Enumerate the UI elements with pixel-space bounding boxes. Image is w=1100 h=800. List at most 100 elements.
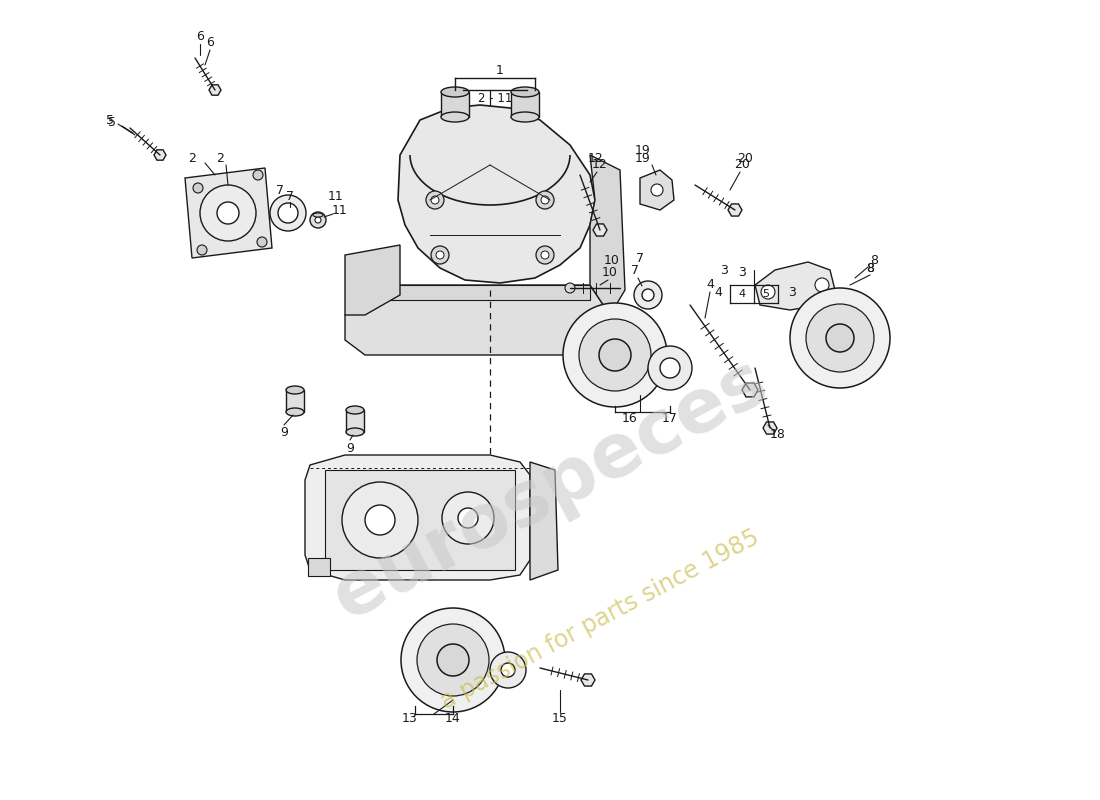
Text: 5: 5 [108, 115, 115, 129]
Circle shape [541, 251, 549, 259]
Text: 13: 13 [403, 711, 418, 725]
Circle shape [490, 652, 526, 688]
Text: 19: 19 [635, 143, 651, 157]
Circle shape [806, 304, 874, 372]
Text: 3: 3 [738, 266, 746, 279]
Text: 9: 9 [346, 442, 354, 454]
Circle shape [270, 195, 306, 231]
Circle shape [342, 482, 418, 558]
Text: 16: 16 [623, 411, 638, 425]
Bar [441, 92, 469, 117]
Text: 6: 6 [196, 30, 204, 42]
Text: 12: 12 [588, 151, 604, 165]
Polygon shape [209, 85, 221, 95]
Circle shape [642, 289, 654, 301]
Ellipse shape [346, 428, 364, 436]
Circle shape [536, 191, 554, 209]
Polygon shape [185, 168, 272, 258]
Circle shape [200, 185, 256, 241]
Text: 8: 8 [870, 254, 878, 266]
Text: 8: 8 [866, 262, 874, 274]
Text: 17: 17 [662, 411, 678, 425]
Text: 7: 7 [286, 190, 294, 202]
Ellipse shape [314, 213, 323, 217]
Text: eurospeces: eurospeces [320, 345, 780, 635]
Text: 10: 10 [602, 266, 618, 279]
Text: 2 - 11: 2 - 11 [477, 91, 513, 105]
Circle shape [790, 288, 890, 388]
Circle shape [197, 245, 207, 255]
Circle shape [651, 184, 663, 196]
Polygon shape [365, 285, 590, 300]
Circle shape [648, 346, 692, 390]
Circle shape [315, 217, 321, 223]
Ellipse shape [441, 112, 469, 122]
Circle shape [192, 183, 204, 193]
Circle shape [217, 202, 239, 224]
Bar [308, 558, 330, 576]
Circle shape [431, 196, 439, 204]
Ellipse shape [512, 87, 539, 97]
Text: 15: 15 [552, 711, 568, 725]
Polygon shape [640, 170, 674, 210]
Circle shape [579, 319, 651, 391]
Ellipse shape [286, 408, 304, 416]
Circle shape [563, 303, 667, 407]
Ellipse shape [346, 406, 364, 414]
Circle shape [442, 492, 494, 544]
Polygon shape [742, 383, 758, 397]
Circle shape [278, 203, 298, 223]
Bar [324, 470, 515, 570]
Text: 20: 20 [734, 158, 750, 171]
Polygon shape [581, 674, 595, 686]
Circle shape [426, 191, 444, 209]
Circle shape [257, 237, 267, 247]
Text: 14: 14 [446, 711, 461, 725]
Circle shape [253, 170, 263, 180]
Text: 7: 7 [636, 251, 644, 265]
Text: 7: 7 [276, 183, 284, 197]
Polygon shape [728, 204, 743, 216]
Text: 20: 20 [737, 151, 752, 165]
Circle shape [761, 285, 776, 299]
Polygon shape [593, 224, 607, 236]
Bar [512, 92, 539, 117]
Circle shape [565, 283, 575, 293]
Circle shape [365, 505, 395, 535]
Polygon shape [345, 285, 610, 355]
Polygon shape [590, 155, 625, 315]
Text: 4: 4 [714, 286, 722, 299]
Text: 11: 11 [332, 203, 348, 217]
Polygon shape [755, 262, 835, 310]
Ellipse shape [512, 112, 539, 122]
Polygon shape [530, 462, 558, 580]
Polygon shape [305, 455, 530, 580]
Text: a passion for parts since 1985: a passion for parts since 1985 [437, 526, 763, 714]
Text: 5: 5 [762, 289, 770, 299]
Circle shape [431, 246, 449, 264]
Text: 6: 6 [206, 35, 213, 49]
Text: 10: 10 [604, 254, 620, 266]
Text: 3: 3 [720, 265, 728, 278]
Circle shape [458, 508, 478, 528]
Text: 9: 9 [280, 426, 288, 438]
Polygon shape [763, 422, 777, 434]
Circle shape [500, 663, 515, 677]
Text: 12: 12 [592, 158, 608, 171]
Circle shape [437, 644, 469, 676]
Circle shape [541, 196, 549, 204]
Circle shape [436, 251, 444, 259]
Text: 4: 4 [738, 289, 746, 299]
Bar [286, 390, 304, 412]
Polygon shape [154, 150, 166, 160]
Circle shape [536, 246, 554, 264]
Circle shape [417, 624, 490, 696]
Circle shape [815, 278, 829, 292]
Text: 19: 19 [635, 151, 651, 165]
Text: 3: 3 [788, 286, 796, 299]
Text: 4: 4 [706, 278, 714, 291]
Text: 11: 11 [328, 190, 344, 202]
Ellipse shape [286, 386, 304, 394]
Bar [346, 410, 364, 432]
Text: 2: 2 [188, 151, 196, 165]
